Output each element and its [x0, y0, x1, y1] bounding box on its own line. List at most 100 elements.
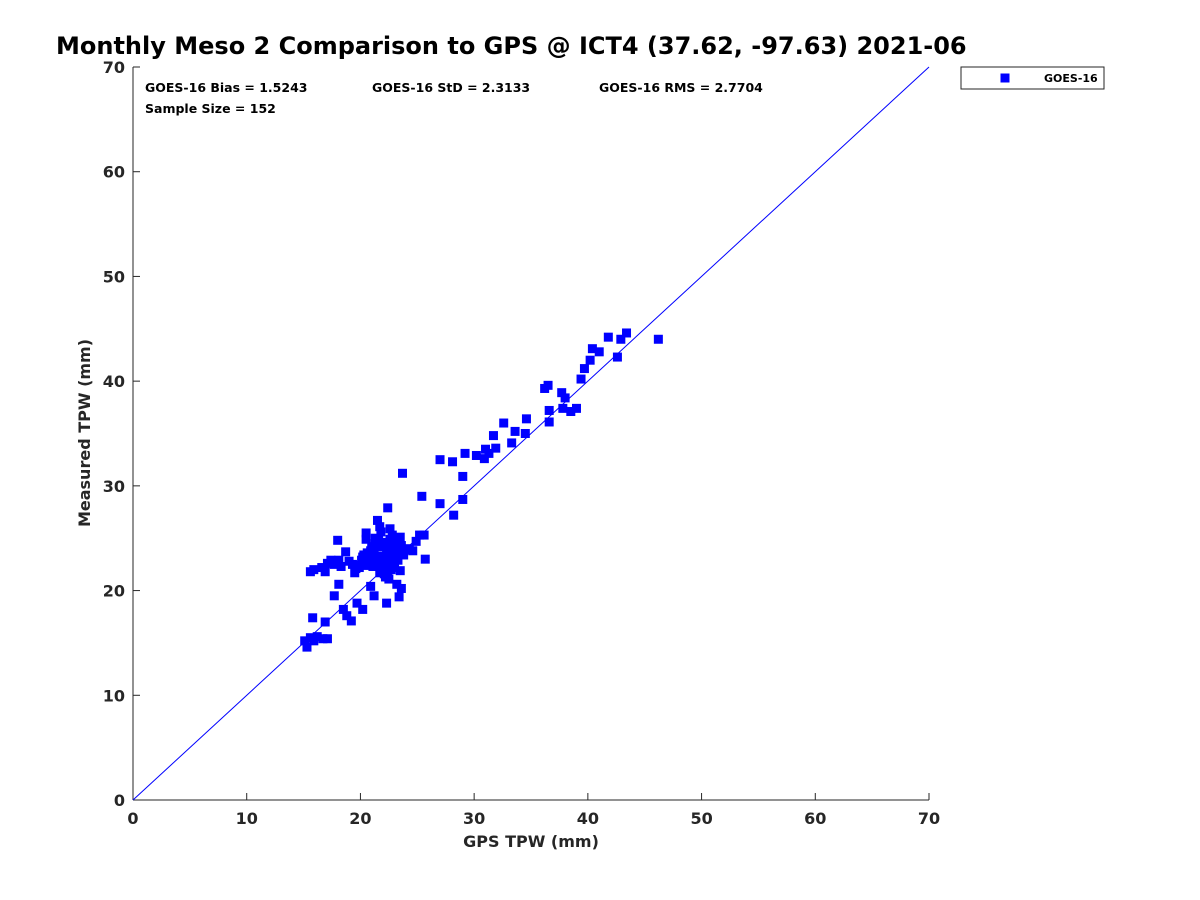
- x-tick-label: 50: [690, 809, 712, 828]
- data-point: [566, 407, 576, 417]
- x-tick-label: 20: [349, 809, 371, 828]
- data-point: [420, 554, 430, 564]
- y-tick-label: 50: [103, 267, 125, 286]
- data-point: [320, 567, 330, 577]
- data-point: [366, 581, 376, 591]
- data-point: [382, 545, 392, 555]
- data-point: [587, 344, 597, 354]
- data-point: [342, 611, 352, 621]
- data-point: [411, 536, 421, 546]
- data-point: [372, 515, 382, 525]
- data-point: [448, 457, 458, 467]
- data-point: [579, 364, 589, 374]
- y-tick-label: 10: [103, 686, 125, 705]
- y-tick-label: 70: [103, 58, 125, 77]
- data-point: [382, 598, 392, 608]
- data-point: [558, 403, 568, 413]
- data-point: [374, 556, 384, 566]
- data-point: [367, 544, 377, 554]
- legend-marker: [1000, 73, 1010, 83]
- data-point: [361, 528, 371, 538]
- data-point: [491, 443, 501, 453]
- data-point: [622, 328, 632, 338]
- data-point: [361, 534, 371, 544]
- data-point: [329, 559, 339, 569]
- data-point: [380, 557, 390, 567]
- x-axis-label: GPS TPW (mm): [463, 832, 599, 851]
- data-points: [300, 328, 663, 652]
- data-point: [329, 591, 339, 601]
- data-point: [435, 455, 445, 465]
- sample-size-stat: Sample Size = 152: [145, 101, 276, 116]
- data-point: [571, 403, 581, 413]
- data-point: [585, 355, 595, 365]
- data-point: [358, 604, 368, 614]
- data-point: [351, 564, 361, 574]
- data-point: [390, 556, 400, 566]
- data-point: [338, 604, 348, 614]
- data-point: [458, 494, 468, 504]
- x-tick-label: 60: [804, 809, 826, 828]
- data-point: [417, 491, 427, 501]
- data-point: [388, 543, 398, 553]
- data-point: [499, 418, 509, 428]
- y-tick-label: 30: [103, 477, 125, 496]
- data-point: [449, 510, 459, 520]
- x-tick-label: 10: [236, 809, 258, 828]
- data-point: [380, 572, 390, 582]
- data-point: [308, 613, 318, 623]
- data-point: [392, 579, 402, 589]
- data-point: [419, 530, 429, 540]
- legend: GOES-16: [960, 66, 1105, 90]
- y-tick-label: 0: [114, 791, 125, 810]
- x-tick-label: 40: [577, 809, 599, 828]
- data-point: [395, 532, 405, 542]
- data-point: [399, 550, 409, 560]
- chart-title: Monthly Meso 2 Comparison to GPS @ ICT4 …: [56, 32, 967, 60]
- data-point: [510, 426, 520, 436]
- data-point: [369, 591, 379, 601]
- data-point: [385, 524, 395, 534]
- data-point: [398, 468, 408, 478]
- data-point: [394, 592, 404, 602]
- data-point: [312, 632, 322, 642]
- data-point: [378, 567, 388, 577]
- data-point: [488, 431, 498, 441]
- data-point: [358, 557, 368, 567]
- data-point: [415, 530, 425, 540]
- x-tick-label: 70: [918, 809, 940, 828]
- data-point: [302, 642, 312, 652]
- data-point: [352, 598, 362, 608]
- data-point: [333, 535, 343, 545]
- data-point: [458, 471, 468, 481]
- data-point: [376, 527, 386, 537]
- x-ticks: 0 10 20 30 40 50 60 70: [127, 793, 940, 828]
- y-axis-label: Measured TPW (mm): [75, 339, 94, 527]
- data-point: [576, 374, 586, 384]
- one-to-one-reference-line: [132, 66, 930, 801]
- data-point: [378, 537, 388, 547]
- data-point: [346, 616, 356, 626]
- x-tick-label: 30: [463, 809, 485, 828]
- data-point: [309, 565, 319, 575]
- data-point: [386, 565, 396, 575]
- data-point: [557, 388, 567, 398]
- y-ticks: 0 10 20 30 40 50 60 70: [103, 58, 140, 810]
- data-point: [322, 634, 332, 644]
- data-point: [368, 553, 378, 563]
- data-point: [560, 393, 570, 403]
- data-point: [479, 454, 489, 464]
- data-point: [543, 380, 553, 390]
- data-point: [385, 534, 395, 544]
- data-point: [375, 522, 385, 532]
- data-point: [383, 503, 393, 513]
- data-point: [387, 548, 397, 558]
- data-point: [358, 552, 368, 562]
- data-point: [334, 555, 344, 565]
- y-tick-label: 40: [103, 372, 125, 391]
- data-point: [544, 405, 554, 415]
- data-point: [484, 448, 494, 458]
- data-point: [396, 583, 406, 593]
- data-point: [507, 438, 517, 448]
